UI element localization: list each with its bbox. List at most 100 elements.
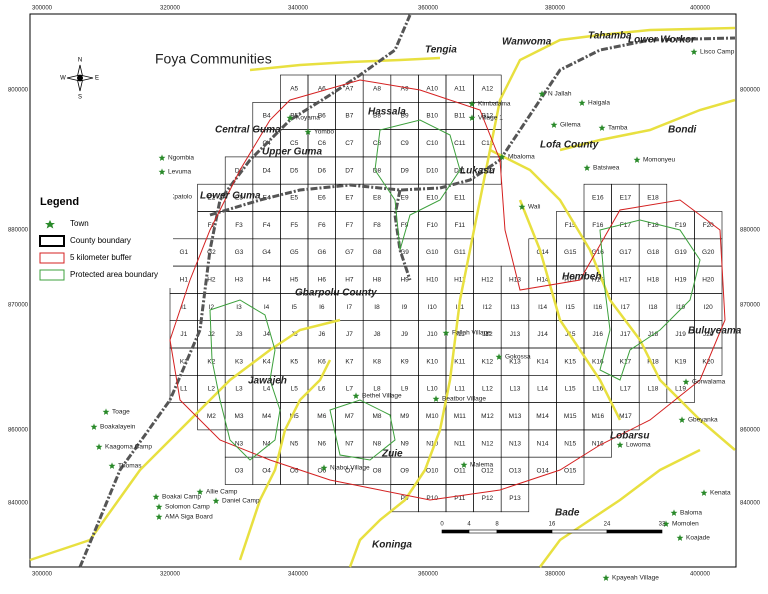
cell-label: H14 — [537, 276, 549, 283]
region-label: Lobarsu — [610, 431, 649, 442]
cell-label: A8 — [373, 85, 381, 92]
cell-label: E16 — [592, 195, 604, 202]
legend-swatch — [39, 235, 65, 247]
cell-label: F15 — [565, 222, 577, 229]
scale-segment — [468, 529, 498, 534]
town-marker — [432, 395, 440, 402]
town-label: Lisco Camp — [700, 49, 735, 56]
region-label: Lukasu — [460, 166, 495, 177]
cell-label: B11 — [454, 113, 465, 120]
cell-label: H5 — [290, 276, 299, 283]
region-label: Lower Guma — [200, 191, 261, 202]
town-marker — [320, 464, 328, 471]
cell-label: H17 — [619, 276, 631, 283]
cell-label: H19 — [675, 276, 687, 283]
cell-label: O5 — [290, 468, 299, 475]
town-label: Gbeyanka — [688, 417, 718, 424]
cell-label: B12 — [482, 113, 494, 120]
legend: Legend Town County boundary 5 kilometer … — [33, 190, 173, 288]
town-label: Batsiwea — [593, 165, 620, 172]
cell-label: J1 — [180, 331, 187, 338]
road — [538, 448, 701, 568]
cell-label: B10 — [426, 113, 438, 120]
town-marker — [158, 168, 166, 175]
cell-label: I17 — [621, 304, 630, 311]
cell-label: G6 — [317, 249, 326, 256]
cell-label: M15 — [564, 413, 577, 420]
town-label: Kimbalama — [478, 101, 511, 108]
cell-label: E7 — [345, 195, 353, 202]
cell-label: L11 — [455, 386, 466, 393]
cell-label: K8 — [373, 358, 381, 365]
cell-label: J12 — [482, 331, 493, 338]
region-label: Central Guma — [215, 125, 281, 136]
region-label: Upper Guma — [262, 147, 322, 158]
town-label: Bethel Village — [362, 393, 402, 400]
town-label: Allie Camp — [206, 489, 238, 496]
town-label: Daniel Camp — [222, 498, 260, 505]
scale-bar: 0 4 8 16 24 32 — [440, 522, 666, 534]
coord-label: 840000 — [740, 501, 761, 507]
cell-label: P13 — [509, 495, 521, 502]
legend-label: Town — [70, 219, 89, 228]
town-label: Fallah Village — [452, 330, 491, 337]
cell-label: K20 — [702, 358, 714, 365]
protected-area — [329, 399, 396, 461]
cell-label: J9 — [401, 331, 408, 338]
town-marker — [102, 408, 110, 415]
cell-label: M5 — [290, 413, 299, 420]
region-label: Lower Workor — [628, 35, 696, 46]
town-marker — [598, 124, 606, 131]
cell-label: P10 — [426, 495, 438, 502]
cell-label: F8 — [373, 222, 381, 229]
town-label: Gorwalama — [692, 379, 726, 386]
town-marker — [304, 128, 312, 135]
cell-label: N15 — [564, 440, 576, 447]
region-label: Bade — [555, 508, 580, 519]
town-label: Solomon Camp — [165, 504, 210, 511]
coord-label: 400000 — [690, 572, 711, 578]
town-marker — [700, 489, 708, 496]
cell-label: G19 — [674, 249, 687, 256]
cell-label: G7 — [345, 249, 354, 256]
region-label: Bondi — [668, 125, 697, 136]
cell-label: A12 — [482, 85, 494, 92]
cell-label: K1 — [180, 358, 188, 365]
cell-label: L3 — [235, 386, 243, 393]
cell-label: J10 — [427, 331, 438, 338]
town-marker — [578, 99, 586, 106]
cell-label: M13 — [509, 413, 522, 420]
cell-label: J8 — [374, 331, 381, 338]
cell-label: J14 — [537, 331, 548, 338]
coord-label: 300000 — [32, 572, 53, 578]
cell-label: N9 — [400, 440, 409, 447]
cell-label: O6 — [317, 468, 326, 475]
towns: Lisco Camp Kimbalama Village 1 N Jallah Haig… — [90, 48, 735, 582]
coord-label: 360000 — [418, 572, 439, 578]
coordinates: 300000 320000 340000 360000 380000 400000 3000… — [8, 6, 761, 578]
cell-label: F3 — [235, 222, 243, 229]
cell-label: L14 — [537, 386, 548, 393]
cell-label: E11 — [454, 195, 465, 202]
grid-cell — [694, 347, 723, 376]
town-marker — [682, 378, 690, 385]
cell-label: D12 — [481, 167, 493, 174]
town-label: Kpatolo — [170, 194, 192, 201]
road — [489, 148, 736, 451]
road — [348, 26, 736, 568]
cell-label: N8 — [373, 440, 382, 447]
coord-label: 340000 — [288, 572, 309, 578]
coord-label: 380000 — [545, 6, 566, 12]
region-label: Gbarpolu County — [295, 288, 377, 299]
cell-label: J11 — [455, 331, 465, 338]
region-label: Tengia — [425, 45, 457, 56]
boundary-line — [209, 36, 736, 217]
cell-label: N10 — [426, 440, 438, 447]
cell-label: M7 — [345, 413, 354, 420]
cell-label: F6 — [318, 222, 326, 229]
coord-label: 880000 — [740, 228, 761, 234]
cell-label: A11 — [454, 85, 465, 92]
cell-label: M8 — [372, 413, 381, 420]
town-label: N Jallah — [548, 91, 572, 98]
